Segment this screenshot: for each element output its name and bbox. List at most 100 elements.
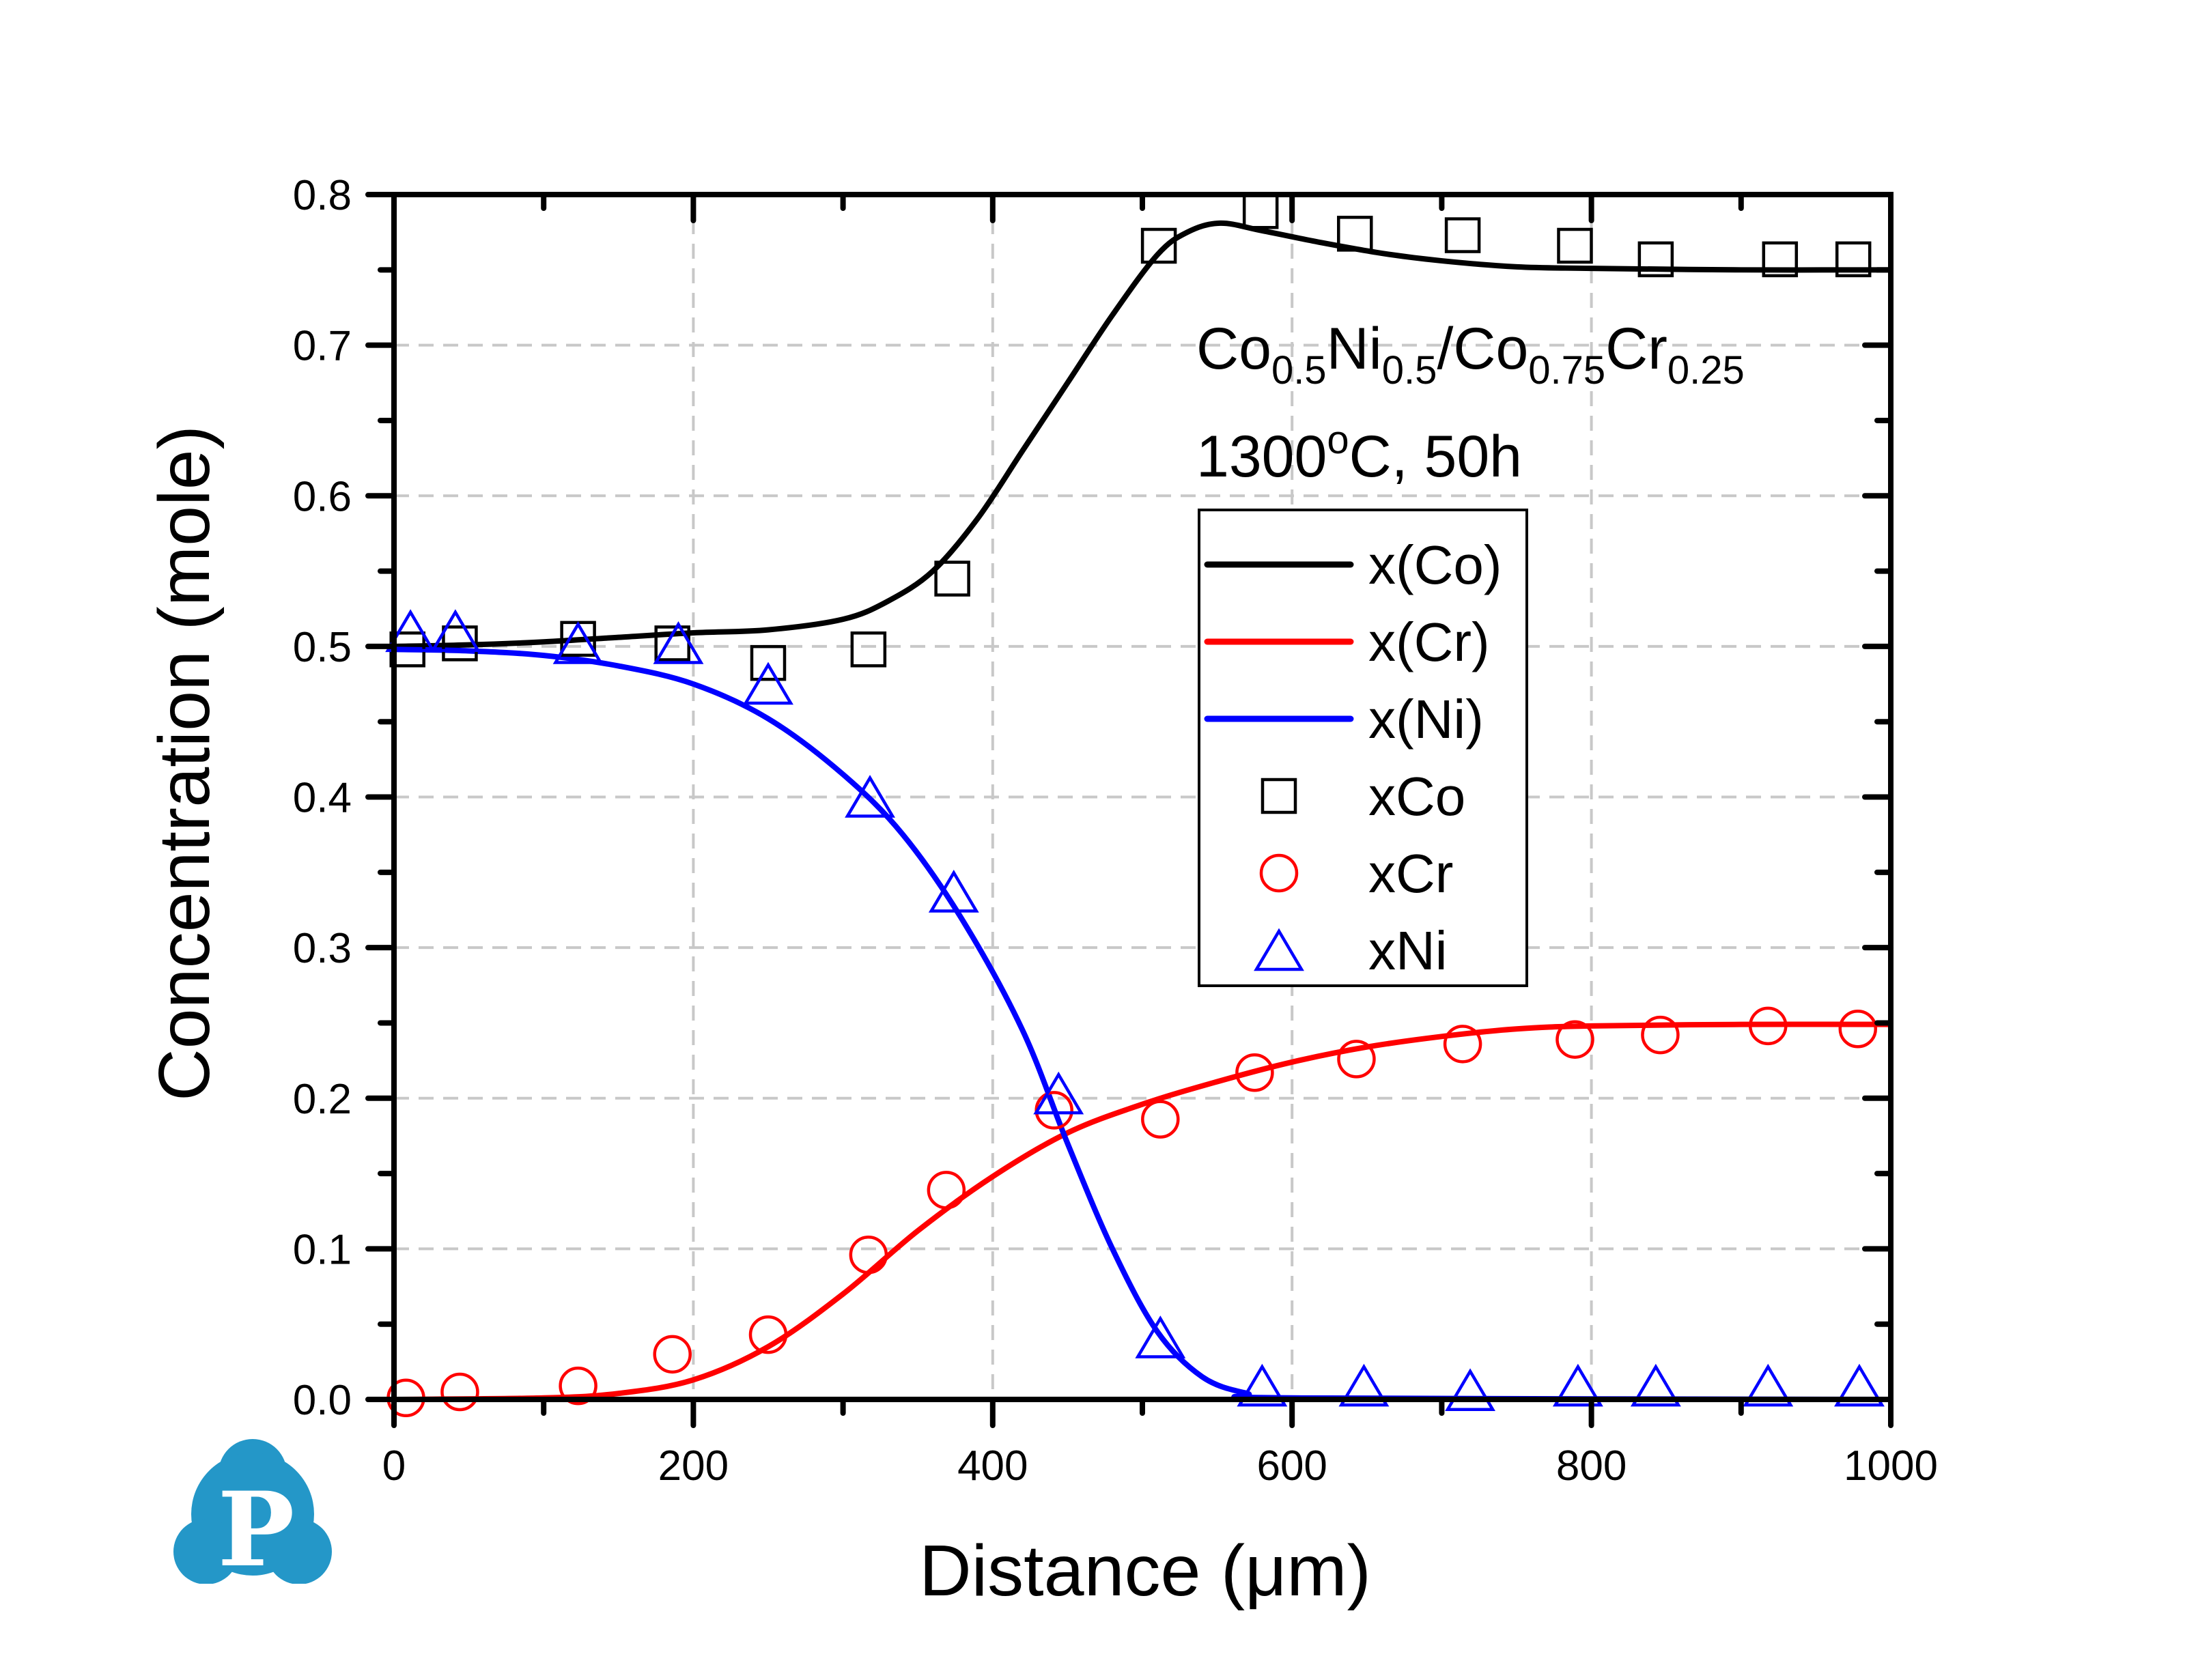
legend-item: xCr [1259,843,1453,904]
point-xcr [1838,1010,1878,1049]
point-xco [1762,241,1799,278]
point-xcr [927,1171,966,1210]
point-xco [934,560,970,597]
curve-xco [391,220,1894,649]
point-xcr [1641,1015,1680,1055]
y-tick-label: 0.4 [293,775,352,822]
y-tick-label: 0.8 [293,172,352,219]
point-xcr [1556,1020,1594,1059]
x-tick-label: 200 [658,1442,729,1490]
point-xco [1242,193,1279,229]
legend-label: xCr [1368,843,1453,904]
point-xco [1140,227,1177,264]
tick-label-layer: 0 200 400 600 800 1000 0.0 0.1 0.2 0.3 0.4 0.5 0.6 0.… [293,172,1938,1490]
point-xco [1637,241,1674,278]
grid-layer [394,195,1891,1399]
legend-item: x(Co) [1204,535,1502,595]
x-tick-label: 400 [957,1442,1028,1490]
point-xco [850,631,887,668]
point-xco [1444,217,1481,253]
y-tick-label: 0.5 [293,624,352,671]
point-xni [1135,1315,1186,1358]
y-tick-label: 0.6 [293,473,352,520]
point-xni [1743,1363,1794,1407]
cloud-icon [173,1439,332,1584]
marker-layer [385,193,1885,1418]
point-xco [1557,227,1593,264]
composition-element: Ni [1327,316,1382,382]
y-tick-label: 0.0 [293,1377,352,1424]
point-xcr [653,1335,692,1374]
legend-label: x(Co) [1368,535,1502,595]
point-xcr [1141,1100,1180,1139]
annotation: Co0.5Ni0.5/Co0.75Cr0.25 1300oC, 50h [1196,316,1745,489]
curve-layer [391,220,1894,1402]
point-xni [552,621,604,664]
logo-letter-p: P [218,1470,295,1584]
point-xni [928,870,979,913]
tick-layer [365,192,1894,1428]
point-xco [1337,216,1373,252]
curve-xcr [391,1021,1894,1402]
composition-element: Co [1196,316,1271,382]
point-xcr [1443,1025,1482,1064]
point-xni [845,775,895,818]
legend-marker-swatch [1261,778,1297,814]
legend-item: x(Cr) [1204,612,1490,672]
legend-item: xCo [1261,766,1465,827]
legend-marker-swatch [1259,853,1299,893]
point-xcr [1235,1053,1274,1092]
point-xni [385,609,436,653]
point-xcr [440,1372,479,1412]
x-tick-label: 600 [1256,1442,1327,1490]
point-xni [743,661,793,705]
point-xni [1834,1363,1885,1407]
condition-duration: C, 50h [1349,424,1522,489]
brand-logo: P [173,1439,332,1584]
point-xni [1338,1363,1390,1407]
legend-box [1198,509,1528,987]
legend-label: x(Cr) [1368,612,1490,672]
point-xni [1445,1368,1495,1412]
x-tick-label: 0 [382,1442,406,1490]
point-xcr [1749,1006,1788,1046]
composition-fraction: 0.25 [1667,348,1745,393]
y-tick-label: 0.7 [293,323,352,370]
point-xni [1033,1071,1084,1115]
legend: x(Co) x(Cr) x(Ni) xCo xCr xNi [1198,509,1528,987]
composition-element: Cr [1605,316,1667,382]
point-xni [1237,1363,1288,1407]
y-axis-title: Concentration (mole) [144,425,225,1101]
x-tick-label: 1000 [1844,1442,1938,1490]
point-xni [430,609,481,653]
point-xcr [849,1235,888,1275]
y-tick-label: 0.1 [293,1226,352,1273]
condition-temperature: 1300 [1196,424,1327,489]
legend-items: x(Co) x(Cr) x(Ni) xCo xCr xNi [1204,535,1502,981]
legend-item: xNi [1254,920,1448,981]
point-xni [653,621,704,664]
point-xcr [1337,1040,1376,1079]
composition-fraction: 0.5 [1271,348,1327,393]
point-xni [1552,1363,1603,1407]
x-axis-title: Distance (μm) [919,1530,1371,1611]
annotation-composition: Co0.5Ni0.5/Co0.75Cr0.25 [1196,316,1745,393]
legend-marker-swatch [1254,928,1304,971]
legend-label: xNi [1368,920,1448,981]
point-xco [442,625,478,661]
y-tick-label: 0.3 [293,925,352,972]
composition-fraction: 0.75 [1528,348,1605,393]
composition-fraction: 0.5 [1382,348,1437,393]
point-xcr [748,1315,788,1354]
annotation-condition: 1300oC, 50h [1196,418,1522,489]
legend-label: xCo [1368,766,1465,827]
degree-symbol: o [1327,418,1349,462]
y-tick-label: 0.2 [293,1076,352,1123]
legend-item: x(Ni) [1204,689,1484,750]
point-xco [750,644,787,681]
x-tick-label: 800 [1556,1442,1627,1490]
point-xco [1835,241,1872,278]
point-xcr [559,1366,597,1406]
legend-label: x(Ni) [1368,689,1484,750]
